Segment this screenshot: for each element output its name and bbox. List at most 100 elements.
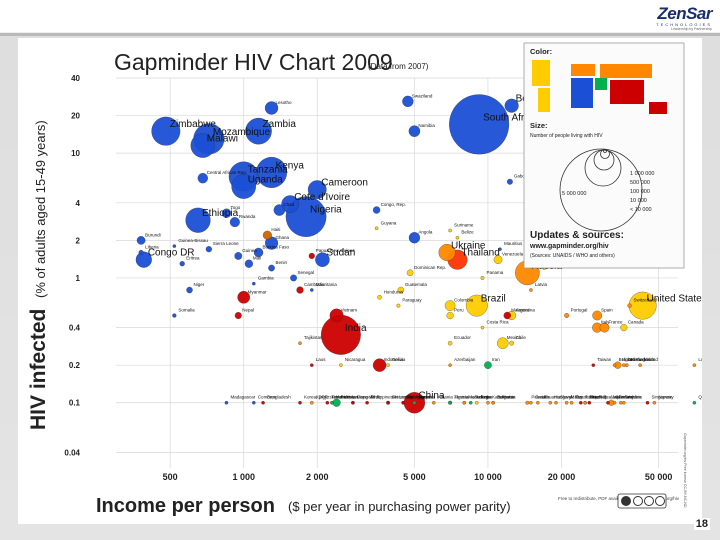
bubble-botswana	[504, 98, 519, 113]
legend-size-description: Number of people living with HIV	[530, 133, 603, 139]
bubble-label: Mexico	[507, 335, 522, 340]
x-tick-label: 500	[163, 472, 178, 482]
bubble-korea-dpr	[298, 400, 302, 405]
x-axis-label: Income per person	[96, 495, 275, 517]
bubble-label: Poland	[531, 395, 546, 400]
bubble-label: Comoros	[258, 395, 277, 400]
bubble-label: Portugal	[571, 308, 588, 313]
x-tick-label: 10 000	[474, 472, 502, 482]
bubble-cote-d-ivoire	[281, 195, 300, 213]
bubble-label: Cuba	[481, 395, 492, 400]
bubble-nepal	[234, 312, 242, 319]
bubble-label: Honduras	[384, 289, 404, 294]
bubble-slovak-rep-	[554, 400, 558, 405]
page-number: 18	[693, 518, 710, 530]
bubble-label: Nicaragua	[345, 357, 366, 362]
legend-size-3: 100 000	[630, 189, 650, 195]
bubble-label: Lesotho	[276, 100, 293, 105]
bubble-label: Central African Rep.	[207, 170, 247, 175]
y-tick-label: 20	[71, 112, 80, 121]
bubble-haiti	[262, 230, 272, 240]
bubble-bolivia	[386, 363, 390, 367]
chart-subtitle: (Data from 2007)	[368, 62, 429, 71]
bubble-kyrgyzstan	[310, 400, 314, 405]
bubble-label: Latvia	[535, 282, 548, 287]
bubble-suriname	[448, 228, 452, 233]
bubble-label: Nepal	[242, 308, 254, 313]
license-block: Free to redistribute, PDF available at w…	[558, 493, 680, 509]
bubble-label: Costa Rica	[487, 320, 510, 325]
bubble-eritrea	[179, 261, 185, 267]
bubble-label: Croatia	[535, 395, 550, 400]
world-map-color-key	[532, 60, 667, 114]
legend-updates-url[interactable]: www.gapminder.org/hiv	[529, 243, 609, 250]
bubble-cambodia	[296, 286, 304, 294]
bubble-panama	[480, 276, 485, 280]
bubble-croatia	[529, 400, 533, 405]
bubble-new-zealand	[587, 400, 592, 405]
bubble-venezuela	[493, 255, 503, 264]
bubble-luxembourg	[692, 363, 697, 367]
bubble-portugal	[564, 313, 570, 318]
bubble-swaziland	[402, 95, 414, 107]
bubble-label: Luxembourg	[698, 357, 702, 362]
bubble-japan	[606, 400, 610, 405]
logo-tagline: Leadership by Partnership	[671, 27, 712, 31]
bubble-guyana	[374, 226, 379, 231]
bubble-label: Indonesia	[384, 357, 404, 362]
bubble-label: Czech Rep.	[576, 395, 600, 400]
x-tick-label: 50 000	[645, 472, 673, 482]
bubble-switzerland	[627, 303, 632, 308]
bubble-label: Benin	[276, 260, 288, 265]
bubble-label: Congo DR	[148, 248, 195, 259]
bubble-label: Korea, DPR	[304, 395, 329, 400]
bubble-label: New Zealand	[593, 395, 620, 400]
logo-subtitle: TECHNOLOGIES	[656, 22, 712, 27]
bubble-label: Singapore	[651, 395, 672, 400]
bubble-label: Cape Verde	[357, 395, 381, 400]
bubble-label: Lithuania	[542, 395, 561, 400]
bubble-label: Namibia	[418, 123, 435, 128]
bubble-label: Yemen	[336, 395, 350, 400]
bubble-pakistan	[332, 398, 341, 407]
bubble-colombia	[444, 300, 456, 311]
bubble-label: Georgia	[407, 395, 424, 400]
bubble-paraguay	[396, 303, 401, 308]
bubble-south-africa	[449, 94, 510, 155]
bubble-label: Mozambique	[213, 127, 271, 138]
bubble-jordan	[412, 400, 417, 405]
bubble-label: Ghana	[276, 235, 290, 240]
bubble-uganda	[231, 174, 256, 199]
bubble-malaysia	[503, 311, 511, 320]
bubble-label: Gabon	[514, 174, 528, 179]
bubble-label: Sudan	[326, 248, 355, 259]
bubble-ukraine	[438, 244, 456, 261]
bubble-label: Cote d'Ivoire	[294, 192, 350, 203]
bubble-label: Romania	[497, 395, 516, 400]
bubble-senegal	[290, 274, 297, 282]
bubble-label: United States	[647, 294, 702, 305]
bubble-vietnam	[329, 308, 344, 323]
bubble-belgium	[612, 363, 617, 367]
bubble-label: Bolivia	[392, 357, 406, 362]
x-tick-label: 1 000	[232, 472, 255, 482]
bubble-congo-dr	[135, 251, 152, 268]
legend-updates-source: (Sources: UNAIDS / WHO and others)	[530, 253, 615, 259]
bubble-label: Dominican Rep.	[414, 265, 446, 270]
bubble-label: Eritrea	[186, 256, 200, 261]
bubble-label: Philippines	[371, 395, 394, 400]
bubble-canada	[620, 324, 628, 332]
bubble-label: Italy	[601, 320, 610, 325]
bubble-bulgaria	[491, 400, 495, 405]
legend-size-1: 1 000 000	[630, 171, 654, 177]
bubble-bangladesh	[261, 400, 265, 405]
bubble-mauritania	[310, 288, 314, 292]
bubble-label: Togo	[230, 205, 240, 210]
bubble-label: Peru	[454, 308, 464, 313]
bubble-guinea	[234, 252, 243, 260]
chart-title: Gapminder HIV Chart 2009	[114, 49, 393, 75]
bubble-cameroon	[307, 180, 327, 199]
bubble-label: Taiwan	[597, 357, 612, 362]
y-tick-label: 0.2	[69, 361, 81, 370]
bubble-czech-rep-	[569, 400, 574, 405]
